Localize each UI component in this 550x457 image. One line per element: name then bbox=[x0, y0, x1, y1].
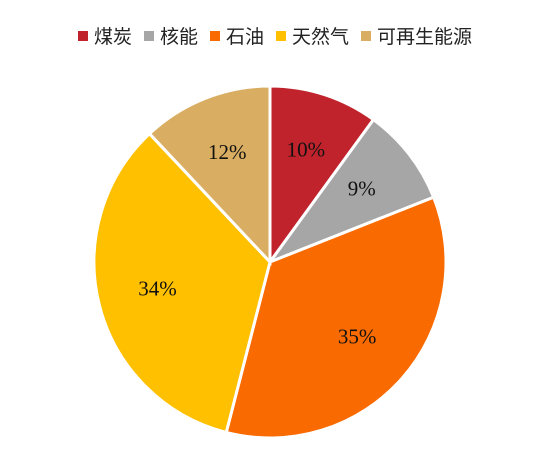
pie-slice-nuclear bbox=[265, 117, 436, 266]
legend-label-coal: 煤炭 bbox=[93, 26, 132, 48]
pie-slices bbox=[92, 84, 448, 440]
legend-swatch-renewable bbox=[361, 30, 372, 41]
pie-slice-oil bbox=[224, 195, 448, 440]
legend-swatch-nuclear bbox=[143, 30, 154, 41]
legend-label-nuclear: 核能 bbox=[159, 26, 198, 48]
legend-item-renewable: 可再生能源 bbox=[361, 22, 472, 49]
data-label-oil: 35% bbox=[338, 325, 377, 349]
legend-swatch-gas bbox=[276, 30, 286, 41]
legend-item-coal: 煤炭 bbox=[77, 22, 132, 49]
pie-slice-renewable bbox=[147, 84, 272, 266]
legend-label-oil: 石油 bbox=[225, 26, 264, 48]
legend-item-gas: 天然气 bbox=[276, 22, 349, 49]
data-label-gas: 34% bbox=[138, 277, 177, 301]
data-label-nuclear: 9% bbox=[348, 177, 376, 201]
data-label-renewable: 12% bbox=[208, 140, 247, 164]
legend-label-gas: 天然气 bbox=[292, 26, 350, 48]
pie-slice-gas bbox=[92, 131, 272, 435]
legend-swatch-oil bbox=[209, 30, 220, 41]
data-label-coal: 10% bbox=[287, 137, 326, 161]
chart-legend: 煤炭 核能 石油 天然气 可再生能源 bbox=[0, 22, 550, 49]
pie-slice-coal bbox=[268, 84, 376, 267]
pie-data-labels: 10% 9% 35% 34% 12% bbox=[138, 137, 376, 348]
legend-swatch-coal bbox=[77, 30, 88, 41]
legend-label-renewable: 可再生能源 bbox=[377, 26, 473, 48]
legend-item-oil: 石油 bbox=[209, 22, 264, 49]
legend-item-nuclear: 核能 bbox=[143, 22, 198, 49]
